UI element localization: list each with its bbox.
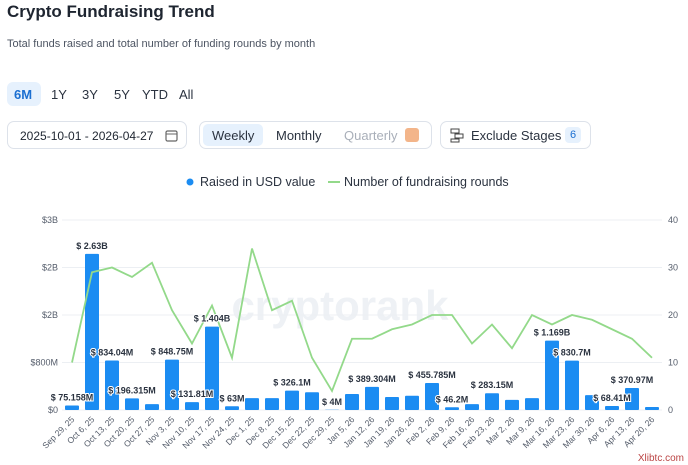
value-label: $ 848.75M: [151, 347, 194, 357]
bar: [585, 395, 599, 410]
active-granularity-bg: [203, 124, 263, 146]
period-button[interactable]: 5Y: [114, 87, 130, 102]
period-button[interactable]: 6M: [14, 87, 33, 102]
bar: [485, 393, 499, 410]
period-button[interactable]: All: [179, 87, 194, 102]
value-label: $ 196.315M: [108, 385, 156, 395]
bar: [245, 398, 259, 410]
value-label: $ 830.7M: [553, 348, 591, 358]
bar: [105, 360, 119, 410]
value-label: $ 283.15M: [471, 380, 514, 390]
value-label: $ 46.2M: [436, 394, 469, 404]
title: Crypto Fundraising Trend: [7, 2, 215, 21]
monthly-button[interactable]: Monthly: [276, 128, 322, 143]
value-label: $ 326.1M: [273, 378, 311, 388]
bar: [605, 405, 619, 410]
bar: [525, 398, 539, 410]
bar: [165, 359, 179, 410]
bar: [625, 387, 639, 410]
y2-tick-label: 30: [668, 263, 678, 273]
exclude-stages-button[interactable]: Exclude Stages 6: [440, 121, 591, 149]
stages-icon: [450, 128, 464, 143]
bar: [385, 396, 399, 410]
period-button[interactable]: 1Y: [51, 87, 67, 102]
y-tick-label: $2B: [42, 263, 58, 273]
value-label: $ 370.97M: [611, 375, 654, 385]
legend-label: Raised in USD value: [200, 175, 315, 189]
y2-tick-label: 10: [668, 358, 678, 368]
line: [71, 248, 653, 394]
y-tick-label: $3B: [42, 215, 58, 225]
y2-tick-label: 20: [668, 310, 678, 320]
bar: [445, 407, 459, 410]
period-button[interactable]: 3Y: [82, 87, 98, 102]
value-label: $ 455.785M: [408, 370, 456, 380]
exclude-stages-label: Exclude Stages: [471, 128, 562, 143]
quarterly-button[interactable]: Quarterly: [344, 128, 398, 143]
bar: [185, 402, 199, 410]
active-period-bg: [7, 82, 41, 106]
y-tick-label: $2B: [42, 310, 58, 320]
weekly-button[interactable]: Weekly: [212, 128, 255, 143]
chart: cryptorank Xlibtc.com $0 $800M $2B $2B $3B 0 1…: [30, 175, 684, 464]
bar: [465, 404, 479, 410]
legend-label: Number of fundraising rounds: [344, 175, 509, 189]
bar: [425, 382, 439, 410]
bar: [265, 398, 279, 410]
calendar-icon: [165, 130, 178, 142]
bar: [405, 395, 419, 410]
y2-tick-label: 40: [668, 215, 678, 225]
legend-marker: [186, 178, 194, 186]
bar: [85, 253, 99, 410]
value-label: $ 834.04M: [91, 347, 134, 357]
bar: [65, 405, 79, 410]
watermark: cryptorank: [231, 282, 449, 329]
period-button[interactable]: YTD: [142, 87, 168, 102]
y-tick-label: $0: [48, 405, 58, 415]
bar: [285, 390, 299, 410]
corner-mark: Xlibtc.com: [638, 453, 684, 464]
y2-tick-label: 0: [668, 405, 673, 415]
bar: [505, 399, 519, 410]
value-label: $ 389.304M: [348, 374, 396, 384]
value-label: $ 2.63B: [76, 241, 108, 251]
granularity-toggle: Weekly Monthly Quarterly: [199, 121, 432, 149]
bar: [565, 360, 579, 410]
y-tick-label: $800M: [30, 358, 58, 368]
bar: [205, 326, 219, 410]
value-label: $ 1.169B: [534, 328, 571, 338]
value-label: $ 63M: [219, 393, 244, 403]
value-label: $ 75.158M: [51, 393, 94, 403]
subtitle: Total funds raised and total number of f…: [7, 38, 316, 50]
bar: [365, 386, 379, 410]
bar: [125, 398, 139, 410]
premium-icon: [405, 128, 419, 142]
date-picker[interactable]: 2025-10-01 - 2026-04-27: [7, 121, 187, 149]
bar: [645, 407, 659, 410]
stage-count: 6: [565, 127, 581, 143]
value-label: $ 68.41M: [593, 393, 631, 403]
value-label: $ 1.404B: [194, 314, 231, 324]
bar: [305, 392, 319, 410]
date-range: 2025-10-01 - 2026-04-27: [20, 129, 154, 143]
value-label: $ 131.81M: [171, 389, 214, 399]
bar: [225, 406, 239, 410]
bar: [545, 340, 559, 410]
value-label: $ 4M: [322, 397, 342, 407]
bar: [345, 393, 359, 410]
bar: [145, 404, 159, 410]
